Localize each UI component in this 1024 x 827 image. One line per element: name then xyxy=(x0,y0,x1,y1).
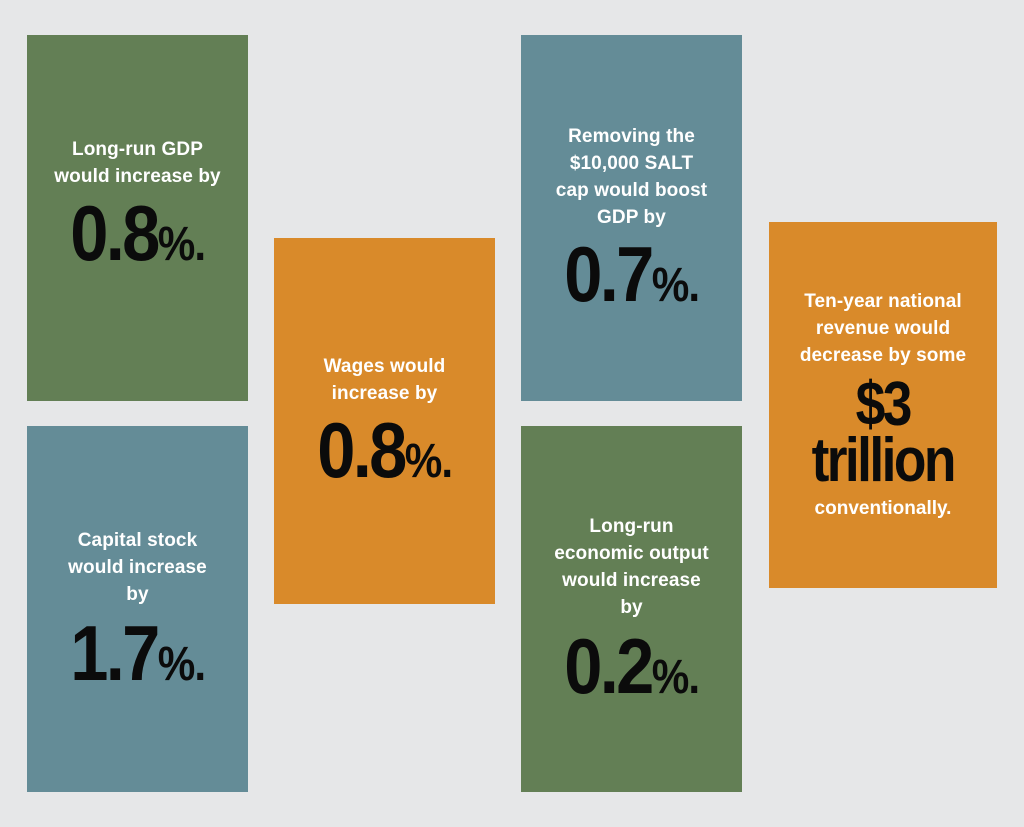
label-line: would increase xyxy=(68,556,207,578)
stat-card-label: Capital stock would increase by xyxy=(68,527,207,608)
stat-card-salt-cap: Removing the $10,000 SALT cap would boos… xyxy=(521,35,742,401)
label-line: decrease by some xyxy=(799,345,967,366)
stat-value: $3 trillion xyxy=(811,370,957,495)
stat-card-label: Ten-year national revenue would decrease… xyxy=(800,288,966,369)
label-line: would increase xyxy=(562,570,701,591)
stat-number: 1.7 xyxy=(69,608,160,697)
stat-unit: %. xyxy=(157,637,206,691)
label-line: GDP by xyxy=(597,207,666,228)
stat-card-label: Long-run GDP would increase by xyxy=(54,136,220,190)
stat-value: 0.2 %. xyxy=(563,622,700,710)
stat-amount: $3 xyxy=(855,370,913,439)
stat-value: 0.7 %. xyxy=(563,230,700,318)
label-line: Capital stock xyxy=(77,529,198,551)
label-line: would increase by xyxy=(54,166,221,187)
label-line: by xyxy=(126,583,149,605)
label-line: Long-run xyxy=(589,516,674,537)
stat-magnitude: trillion xyxy=(811,426,957,495)
stat-card-label: Wages would increase by xyxy=(324,353,446,407)
label-line: Long-run GDP xyxy=(71,139,203,160)
label-line: by xyxy=(620,597,643,618)
stat-card-label: Long-run economic output would increase … xyxy=(554,513,709,621)
stat-unit: %. xyxy=(157,218,206,271)
stat-value: 0.8 %. xyxy=(316,406,453,494)
label-line: revenue would xyxy=(815,318,951,339)
stat-unit: %. xyxy=(651,651,700,704)
stat-unit: %. xyxy=(404,435,453,488)
stat-card-wages: Wages would increase by 0.8 %. xyxy=(274,238,495,604)
stat-value: 0.8 %. xyxy=(69,189,206,277)
stat-card-economic-output: Long-run economic output would increase … xyxy=(521,426,742,792)
stat-number: 0.7 xyxy=(563,230,654,318)
label-line: economic output xyxy=(554,543,709,564)
stat-card-long-run-gdp: Long-run GDP would increase by 0.8 %. xyxy=(27,35,248,401)
stat-card-label: Removing the $10,000 SALT cap would boos… xyxy=(556,123,707,231)
label-line: $10,000 SALT xyxy=(569,153,694,174)
stat-card-national-revenue: Ten-year national revenue would decrease… xyxy=(769,222,997,588)
label-line: Removing the xyxy=(568,126,695,147)
stat-unit: %. xyxy=(651,259,700,312)
label-line: Ten-year national xyxy=(804,291,962,312)
label-line: increase by xyxy=(331,383,438,404)
label-line: cap would boost xyxy=(555,180,708,201)
stat-card-suffix: conventionally. xyxy=(814,498,952,519)
stat-value: 1.7 %. xyxy=(69,608,206,697)
stat-card-capital-stock: Capital stock would increase by 1.7 %. xyxy=(27,426,248,792)
stat-number: 0.8 xyxy=(316,406,407,494)
label-line: Wages would xyxy=(323,356,446,377)
stat-number: 0.8 xyxy=(69,189,160,277)
stat-number: 0.2 xyxy=(563,622,654,710)
